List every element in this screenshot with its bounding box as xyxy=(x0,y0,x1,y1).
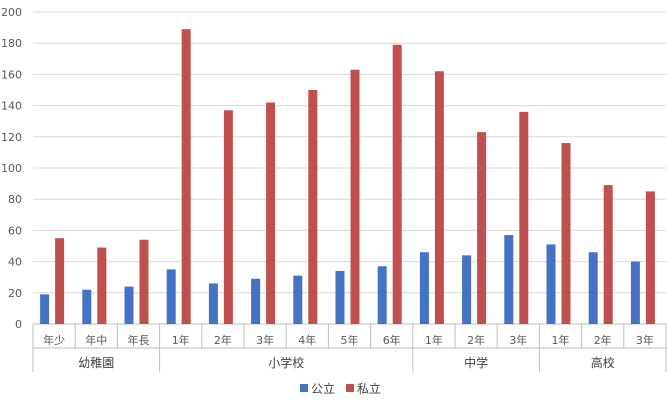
bar-private xyxy=(645,191,655,324)
y-tick-label: 180 xyxy=(1,37,22,50)
y-tick-label: 80 xyxy=(8,193,22,206)
bar-private xyxy=(350,69,360,324)
category-label: 1年 xyxy=(425,333,443,347)
bar-private xyxy=(561,143,571,324)
category-label: 2年 xyxy=(594,333,612,347)
bar-public xyxy=(251,278,261,324)
bar-private xyxy=(55,238,65,324)
bar-public xyxy=(546,244,556,324)
category-label: 年少 xyxy=(43,333,65,347)
group-label: 小学校 xyxy=(268,355,304,370)
legend: 公立 私立 xyxy=(300,381,381,396)
y-tick-label: 20 xyxy=(8,287,22,300)
y-tick-label: 0 xyxy=(15,318,22,331)
bar-public xyxy=(462,255,472,324)
bar-public xyxy=(377,266,387,324)
y-tick-label: 200 xyxy=(1,6,22,19)
category-label: 3年 xyxy=(636,333,654,347)
bar-public xyxy=(124,286,134,324)
bar-private xyxy=(392,44,402,324)
group-label: 中学 xyxy=(464,355,488,370)
y-tick-label: 100 xyxy=(1,162,22,175)
bar-public xyxy=(504,235,514,324)
bar-private xyxy=(308,90,318,324)
bar-private xyxy=(266,102,276,324)
bar-private xyxy=(97,247,107,324)
category-label: 1年 xyxy=(172,333,190,347)
legend-label: 私立 xyxy=(357,381,381,396)
category-label: 3年 xyxy=(256,333,274,347)
legend-swatch xyxy=(346,384,354,392)
category-label: 年中 xyxy=(85,333,107,347)
bar-public xyxy=(630,261,640,324)
bar-public xyxy=(208,283,218,324)
bar-public xyxy=(82,289,92,324)
group-label: 幼稚園 xyxy=(78,356,114,370)
bar-public xyxy=(335,270,345,324)
bar-private xyxy=(603,185,613,324)
bars xyxy=(40,29,655,324)
group-label: 高校 xyxy=(591,355,615,370)
y-tick-label: 120 xyxy=(1,131,22,144)
bar-public xyxy=(293,275,303,324)
category-label: 3年 xyxy=(509,333,527,347)
category-label: 5年 xyxy=(341,333,359,347)
y-tick-label: 40 xyxy=(8,256,22,269)
bar-public xyxy=(166,269,176,324)
bar-private xyxy=(477,132,487,324)
y-axis-ticks: 0 20 40 60 80 100 120 140 160 180 200 xyxy=(1,6,22,331)
y-tick-label: 60 xyxy=(8,224,22,237)
bar-private xyxy=(519,111,529,324)
gridlines xyxy=(33,11,666,325)
legend-label: 公立 xyxy=(311,381,335,396)
category-label: 4年 xyxy=(298,333,316,347)
legend-swatch xyxy=(300,384,308,392)
bar-private xyxy=(434,71,444,324)
category-label: 6年 xyxy=(383,333,401,347)
category-label: 1年 xyxy=(552,333,570,347)
y-tick-label: 140 xyxy=(1,100,22,113)
category-label: 年長 xyxy=(128,333,150,347)
bar-public xyxy=(588,252,598,324)
category-label: 2年 xyxy=(467,333,485,347)
bar-public xyxy=(419,252,429,324)
y-tick-label: 160 xyxy=(1,68,22,81)
category-label: 2年 xyxy=(214,333,232,347)
bar-private xyxy=(139,239,149,324)
bar-private xyxy=(223,110,233,324)
bar-private xyxy=(181,29,191,324)
bar-public xyxy=(40,294,50,324)
